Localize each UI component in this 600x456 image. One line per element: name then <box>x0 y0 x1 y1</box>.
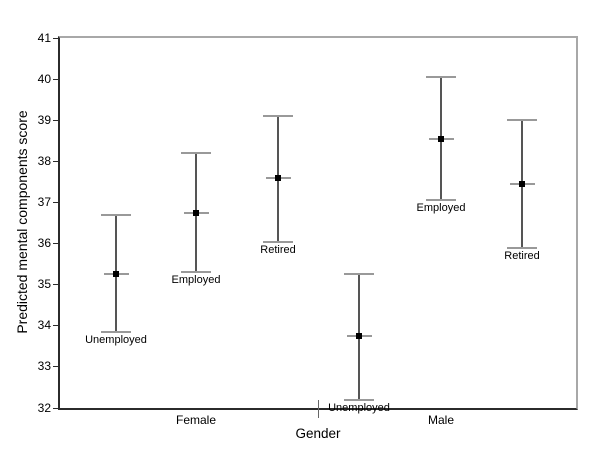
y-axis-tick <box>53 243 58 245</box>
point-label: Retired <box>260 243 296 256</box>
x-axis-title: Gender <box>295 426 341 441</box>
y-axis-tick <box>53 78 58 80</box>
error-bar-cap-bottom <box>507 246 537 249</box>
y-tick-label: 38 <box>37 153 51 168</box>
error-bar-mean-marker <box>438 135 444 142</box>
y-axis-tick <box>53 37 58 39</box>
error-bar-cap-bottom <box>181 271 211 274</box>
y-tick-label: 33 <box>37 359 51 374</box>
error-bar-mean-marker <box>356 333 362 340</box>
y-axis-title: Predicted mental components score <box>14 110 30 334</box>
error-bar-cap-top <box>263 115 293 118</box>
point-label: Unemployed <box>328 401 390 414</box>
error-bar-mean-marker <box>275 174 281 181</box>
y-axis-tick <box>53 325 58 327</box>
y-axis-tick <box>53 201 58 203</box>
error-bar-cap-top <box>344 273 374 276</box>
y-tick-label: 32 <box>37 400 51 415</box>
error-bar-cap-top <box>101 213 131 216</box>
point-label: Unemployed <box>85 333 147 346</box>
error-bar-cap-bottom <box>263 240 293 243</box>
y-tick-label: 41 <box>37 30 51 45</box>
y-tick-label: 34 <box>37 318 51 333</box>
y-tick-label: 36 <box>37 236 51 251</box>
x-group-label: Female <box>175 413 216 427</box>
y-axis-tick <box>53 366 58 368</box>
y-axis-tick <box>53 119 58 121</box>
error-bar-mean-marker <box>519 180 525 187</box>
y-tick-label: 35 <box>37 277 51 292</box>
y-axis-tick <box>53 160 58 162</box>
point-label: Employed <box>171 274 221 287</box>
error-bar-cap-bottom <box>344 398 374 401</box>
y-tick-label: 37 <box>37 194 51 209</box>
error-bar-cap-top <box>426 76 456 79</box>
point-label: Employed <box>416 202 466 215</box>
error-bar-cap-bottom <box>101 330 131 333</box>
y-tick-label: 39 <box>37 112 51 127</box>
plot-area: 41 40 39 38 37 36 35 34 33 32 Unemployed Employed Re… <box>38 31 578 427</box>
x-axis-group-divider-tick <box>318 400 319 418</box>
error-bar-cap-top <box>507 119 537 122</box>
error-bar-cap-bottom <box>426 199 456 202</box>
y-axis-tick <box>53 407 58 409</box>
error-bar-cap-top <box>181 152 211 155</box>
error-bar-mean-marker <box>113 271 119 278</box>
x-group-label: Male <box>427 413 454 427</box>
y-axis-tick <box>53 284 58 286</box>
point-label: Retired <box>504 249 540 262</box>
error-bar-mean-marker <box>193 209 199 216</box>
y-tick-label: 40 <box>37 71 51 86</box>
